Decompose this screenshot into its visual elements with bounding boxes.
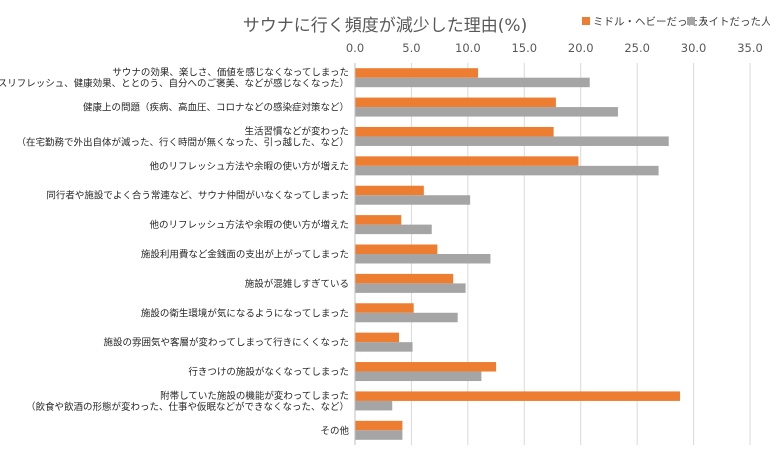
category-label: 生活習慣などが変わった xyxy=(244,125,349,137)
legend-swatch-middle-heavy xyxy=(582,17,590,25)
bar-light xyxy=(355,224,432,235)
x-axis-ticks: 0.0 5.0 10.0 15.0 20.0 25.0 30.0 35.0 xyxy=(346,41,763,55)
category-label: 同行者や施設でよく合う常連など、サウナ仲間がいなくなってしまった xyxy=(46,190,349,202)
category-label: （在宅勤務で外出自体が減った、行く時間が無くなった、引っ越した、など） xyxy=(16,136,349,148)
bar-middle-heavy xyxy=(355,185,424,196)
bar-light xyxy=(355,430,403,440)
category-label: サウナの効果、楽しさ、価値を感じなくなってしまった xyxy=(112,67,349,79)
legend-swatch-light xyxy=(687,17,695,25)
bar-light xyxy=(355,283,466,293)
bar-middle-heavy xyxy=(355,156,579,166)
bar-middle-heavy xyxy=(355,215,402,225)
bar-light xyxy=(355,195,471,205)
category-label: 施設利用費など金銭面の支出が上がってしまった xyxy=(141,249,349,261)
bar-light xyxy=(355,342,413,352)
category-label: その他 xyxy=(320,425,349,437)
x-tick-label: 10.0 xyxy=(455,41,481,55)
bar-light xyxy=(355,77,590,88)
bar-light xyxy=(355,400,393,411)
chart-title: サウナに行く頻度が減少した理由(%) xyxy=(243,16,527,36)
bar-middle-heavy xyxy=(355,97,556,108)
bar-middle-heavy xyxy=(355,362,497,372)
category-label: 施設が混雑しすぎている xyxy=(245,278,349,290)
x-tick-label: 5.0 xyxy=(402,41,420,55)
bar-middle-heavy xyxy=(355,273,454,284)
bar-middle-heavy xyxy=(355,68,479,78)
category-label: 施設の雰囲気や客層が変わってしまって行きにくくなった xyxy=(104,337,349,349)
x-tick-label: 25.0 xyxy=(624,41,650,55)
bar-middle-heavy xyxy=(355,420,403,431)
bar-middle-heavy xyxy=(355,126,554,137)
bar-light xyxy=(355,107,618,117)
category-label: 施設の衛生環境が気になるようになってしまった xyxy=(141,307,349,319)
x-tick-label: 0.0 xyxy=(346,41,364,55)
category-label: 他のリフレッシュ方法や余暇の使い方が増えた xyxy=(149,219,349,231)
bars xyxy=(355,68,681,440)
bar-middle-heavy xyxy=(355,303,414,313)
bar-middle-heavy xyxy=(355,244,438,254)
x-tick-label: 20.0 xyxy=(568,41,594,55)
category-label: 行きつけの施設がなくなってしまった xyxy=(188,366,349,378)
bar-light xyxy=(355,136,669,146)
category-label: （リラックスリフレッシュ、健康効果、ととのう、自分へのご褒美、などが感じなくなっ… xyxy=(0,78,349,90)
legend-label-middle-heavy: ミドル・ヘビーだった人 xyxy=(593,16,709,28)
x-tick-label: 35.0 xyxy=(737,41,763,55)
x-tick-label: 30.0 xyxy=(681,41,707,55)
bar-light xyxy=(355,371,482,382)
legend: ミドル・ヘビーだった人 ライトだった人 xyxy=(582,16,770,28)
category-label: 他のリフレッシュ方法や余暇の使い方が増えた xyxy=(149,160,349,172)
bar-light xyxy=(355,312,458,323)
category-label: 附帯していた施設の機能が変わってしまった xyxy=(160,390,349,402)
bar-light xyxy=(355,165,659,176)
bar-light xyxy=(355,254,491,264)
category-label: 健康上の問題（疾病、高血圧、コロナなどの感染症対策など） xyxy=(83,102,349,114)
bar-middle-heavy xyxy=(355,391,681,401)
bar-middle-heavy xyxy=(355,332,400,343)
legend-label-light: ライトだった人 xyxy=(698,16,770,28)
category-label: （飲食や飲酒の形態が変わった、仕事や仮眠などができなくなった、など） xyxy=(26,401,349,413)
category-labels: サウナの効果、楽しさ、価値を感じなくなってしまった（リラックスリフレッシュ、健康… xyxy=(0,67,349,437)
x-tick-label: 15.0 xyxy=(511,41,537,55)
